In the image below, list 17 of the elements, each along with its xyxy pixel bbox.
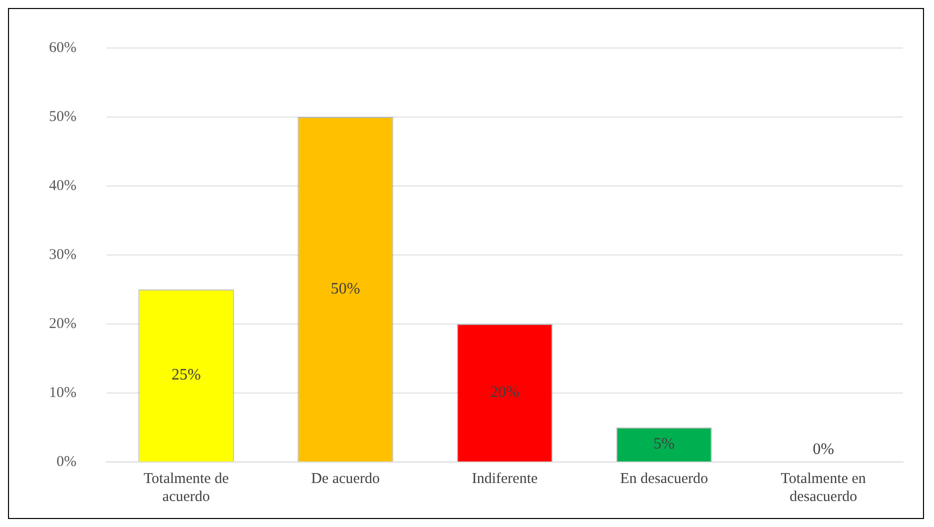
y-tick-label: 50% — [48, 108, 76, 125]
y-tick-label: 0% — [56, 454, 76, 470]
y-tick-label: 60% — [48, 40, 76, 56]
data-label: 20% — [490, 384, 520, 401]
y-tick-label: 30% — [48, 246, 76, 263]
data-label: 5% — [653, 436, 675, 453]
x-tick-label: Totalmente de acuerdo — [144, 470, 230, 505]
x-tick-label: Indiferente — [472, 470, 538, 487]
data-label: 0% — [812, 441, 834, 458]
y-tick-label: 20% — [48, 316, 76, 332]
data-label: 25% — [171, 366, 201, 384]
data-label: 50% — [330, 280, 360, 298]
y-tick-label: 10% — [48, 384, 76, 401]
y-tick-label: 40% — [48, 178, 76, 194]
x-tick-label: De acuerdo — [311, 470, 380, 487]
x-tick-label: Totalmente en desacuerdo — [780, 470, 866, 505]
x-tick-label: En desacuerdo — [620, 470, 708, 487]
